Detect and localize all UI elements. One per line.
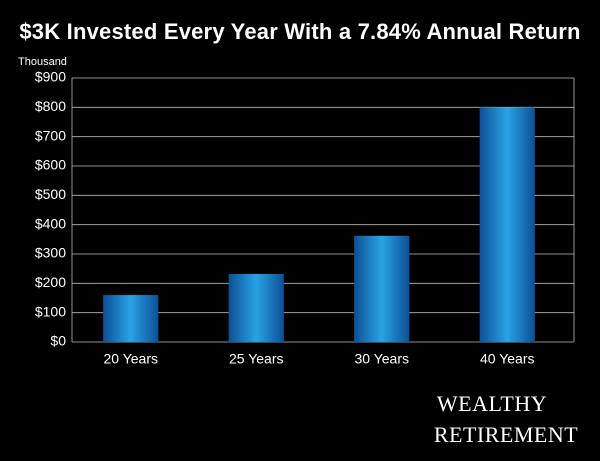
brand-line: RETIREMENT xyxy=(434,422,578,447)
bar xyxy=(354,235,410,342)
x-tick-label: 40 Years xyxy=(480,351,535,367)
y-tick-label: $200 xyxy=(35,274,66,290)
y-tick-label: $700 xyxy=(35,127,66,143)
y-tick-label: $400 xyxy=(35,215,66,231)
x-tick-label: 25 Years xyxy=(229,351,284,367)
x-tick-label: 20 Years xyxy=(104,351,159,367)
x-tick-label: 30 Years xyxy=(355,351,410,367)
y-tick-label: $900 xyxy=(35,69,66,85)
brand-line: WEALTHY xyxy=(437,391,547,416)
bar xyxy=(228,273,284,342)
y-tick-label: $600 xyxy=(35,157,66,173)
y-tick-label: $0 xyxy=(50,333,66,349)
bar xyxy=(479,107,535,342)
chart-title: $3K Invested Every Year With a 7.84% Ann… xyxy=(19,19,580,44)
bar xyxy=(103,295,159,342)
y-tick-label: $500 xyxy=(35,186,66,202)
y-unit: Thousand xyxy=(18,56,67,68)
y-tick-label: $300 xyxy=(35,245,66,261)
y-tick-label: $800 xyxy=(35,98,66,114)
y-tick-label: $100 xyxy=(35,303,66,319)
